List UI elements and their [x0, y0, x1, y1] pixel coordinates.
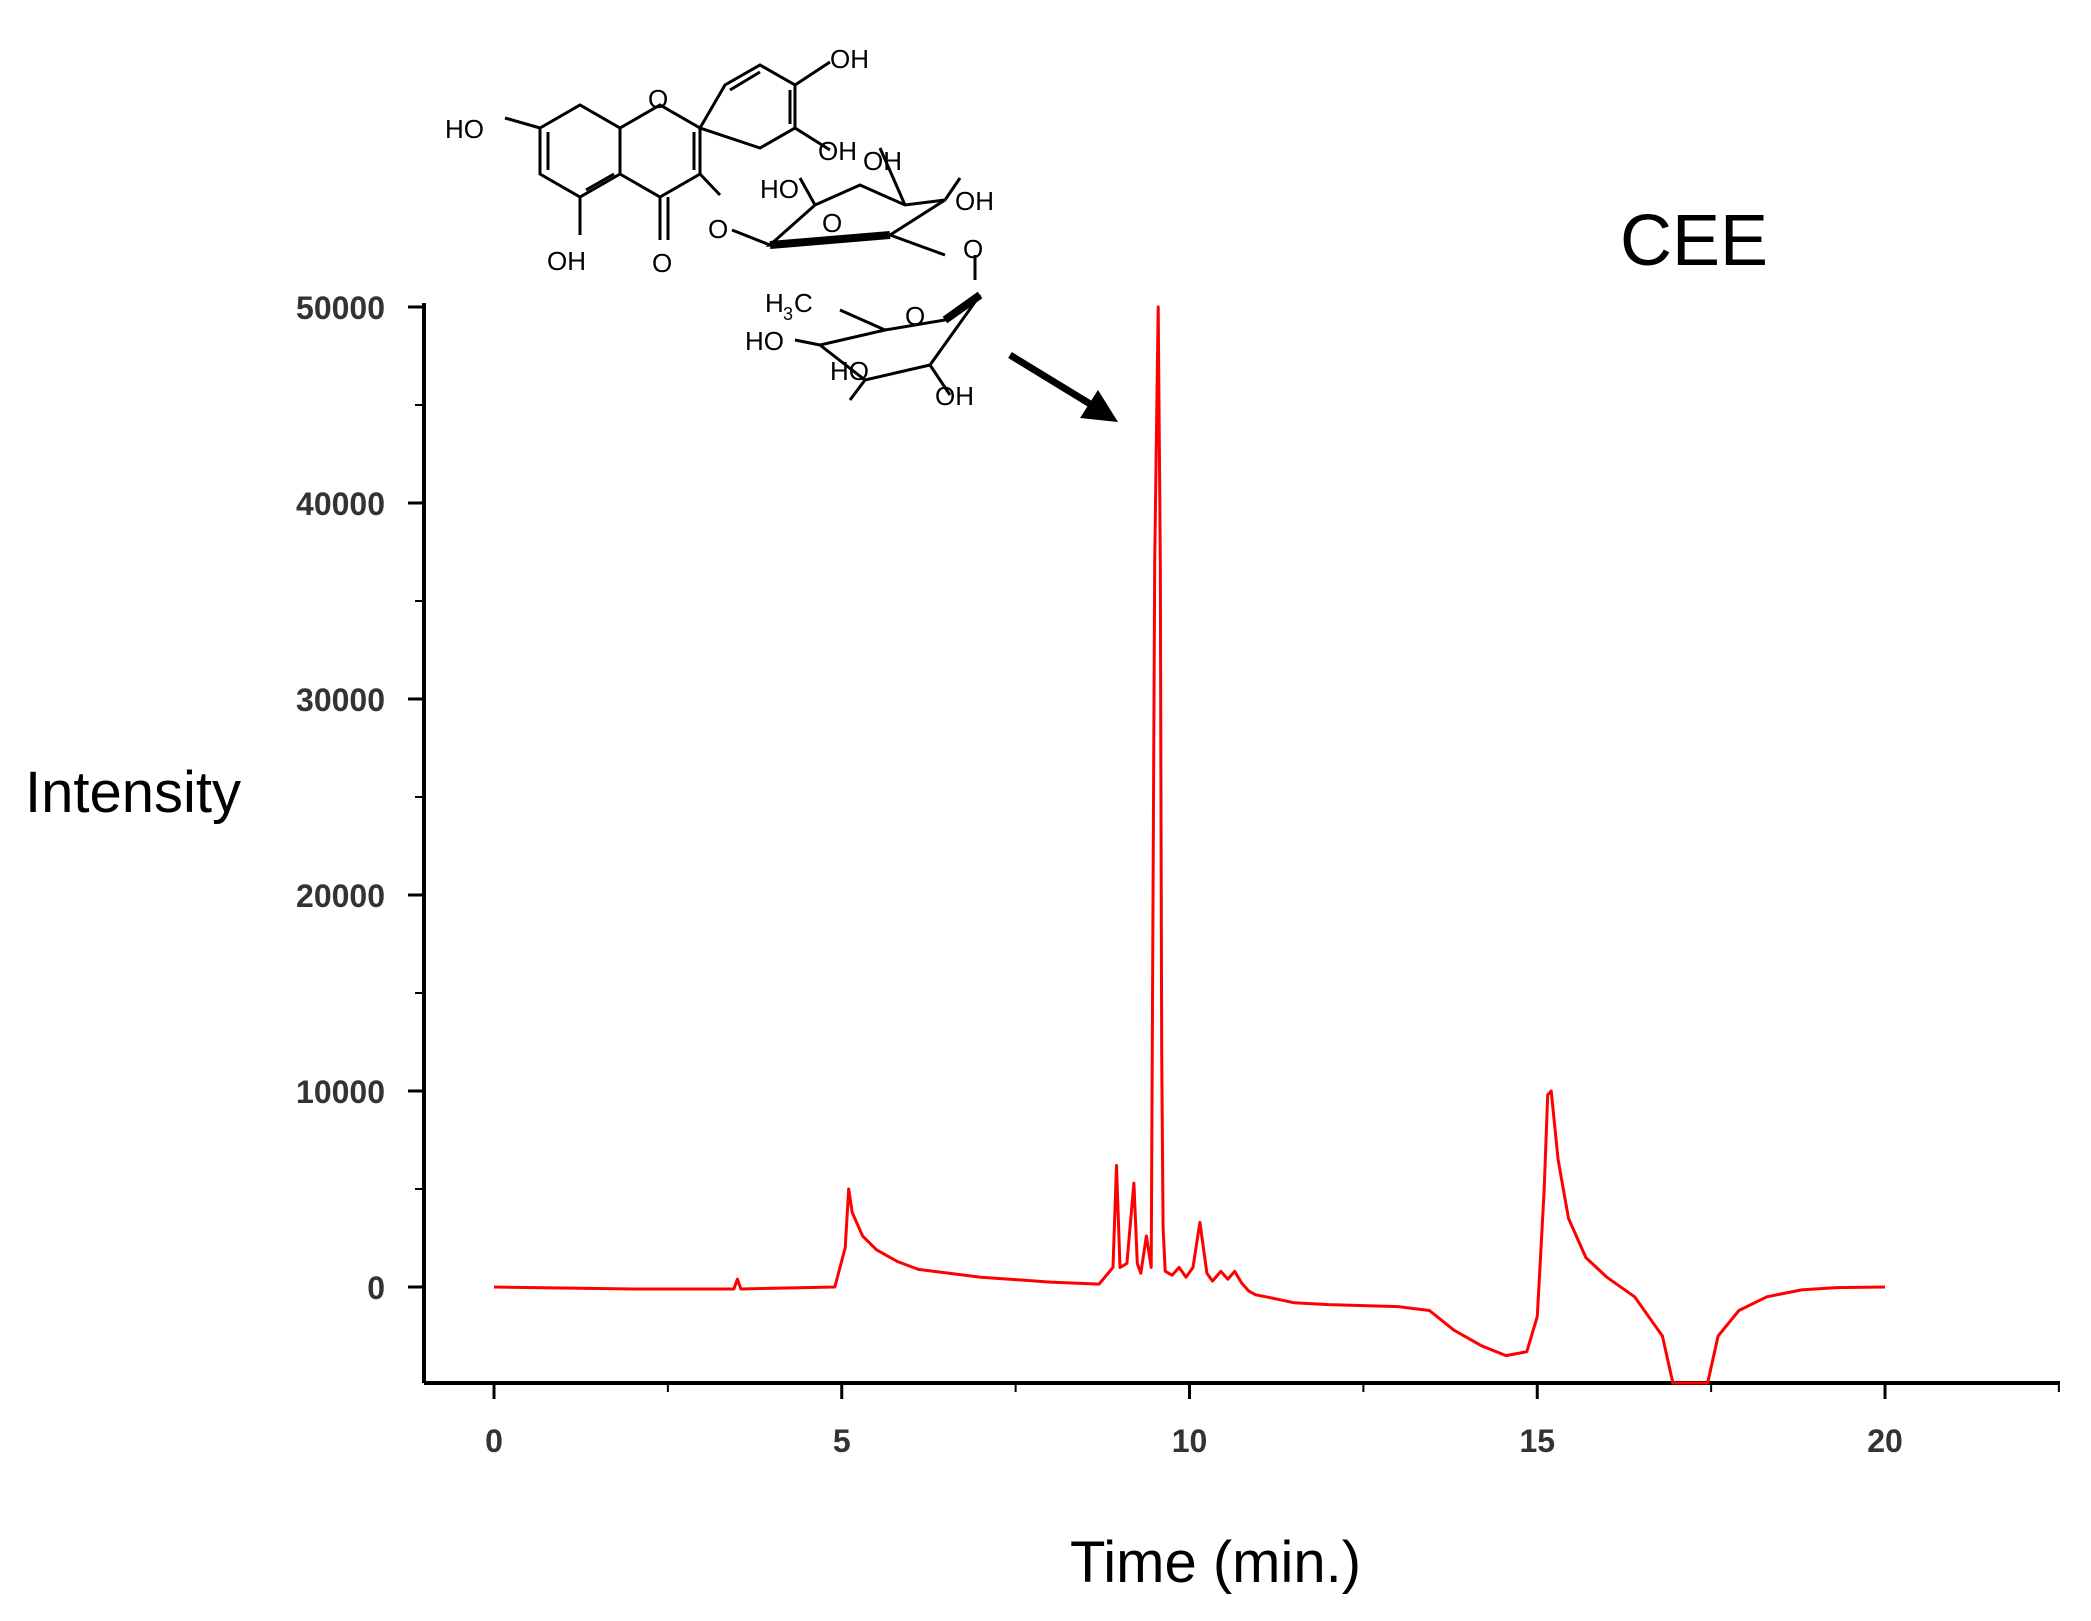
- svg-text:C: C: [794, 288, 813, 318]
- chemical-structure-image: [504, 60, 983, 401]
- svg-text:O: O: [822, 208, 842, 238]
- chemical-structure-labels: HO OH OH OH O O O HO OH OH O O O H 3 C H…: [445, 44, 994, 411]
- svg-text:OH: OH: [935, 381, 974, 411]
- svg-text:HO: HO: [445, 114, 484, 144]
- svg-text:O: O: [652, 248, 672, 278]
- svg-text:O: O: [648, 84, 668, 114]
- series-line: [493, 305, 1886, 1385]
- svg-text:OH: OH: [955, 186, 994, 216]
- svg-text:3: 3: [783, 304, 793, 324]
- svg-text:OH: OH: [830, 44, 869, 74]
- x-axis-title: Time (min.): [1070, 1530, 1361, 1595]
- svg-text:H: H: [765, 288, 784, 318]
- x-tick-label: 5: [833, 1423, 851, 1459]
- svg-text:HO: HO: [745, 326, 784, 356]
- y-tick-label: 40000: [296, 486, 385, 522]
- x-tick-label: 15: [1519, 1423, 1555, 1459]
- svg-text:HO: HO: [830, 356, 869, 386]
- svg-text:HO: HO: [760, 174, 799, 204]
- svg-text:O: O: [708, 214, 728, 244]
- y-tick-label: 50000: [296, 290, 385, 326]
- svg-text:OH: OH: [863, 146, 902, 176]
- x-tick-label: 10: [1172, 1423, 1208, 1459]
- tick-labels: 0 5 10 15 20 0 10000 20000 30000 40000 50000: [296, 290, 1903, 1459]
- y-axis-title: Intensity: [25, 760, 241, 825]
- y-tick-label: 0: [367, 1270, 385, 1306]
- svg-text:OH: OH: [818, 136, 857, 166]
- y-tick-label: 10000: [296, 1074, 385, 1110]
- svg-text:OH: OH: [547, 246, 586, 276]
- y-tick-label: 30000: [296, 682, 385, 718]
- svg-text:O: O: [905, 301, 925, 331]
- peak-arrow: [1008, 352, 1118, 422]
- axis-ticks: [408, 305, 2060, 1399]
- chart-title: CEE: [1620, 201, 1768, 281]
- x-tick-label: 0: [485, 1423, 503, 1459]
- y-tick-label: 20000: [296, 878, 385, 914]
- x-tick-label: 20: [1867, 1423, 1903, 1459]
- svg-text:O: O: [963, 234, 983, 264]
